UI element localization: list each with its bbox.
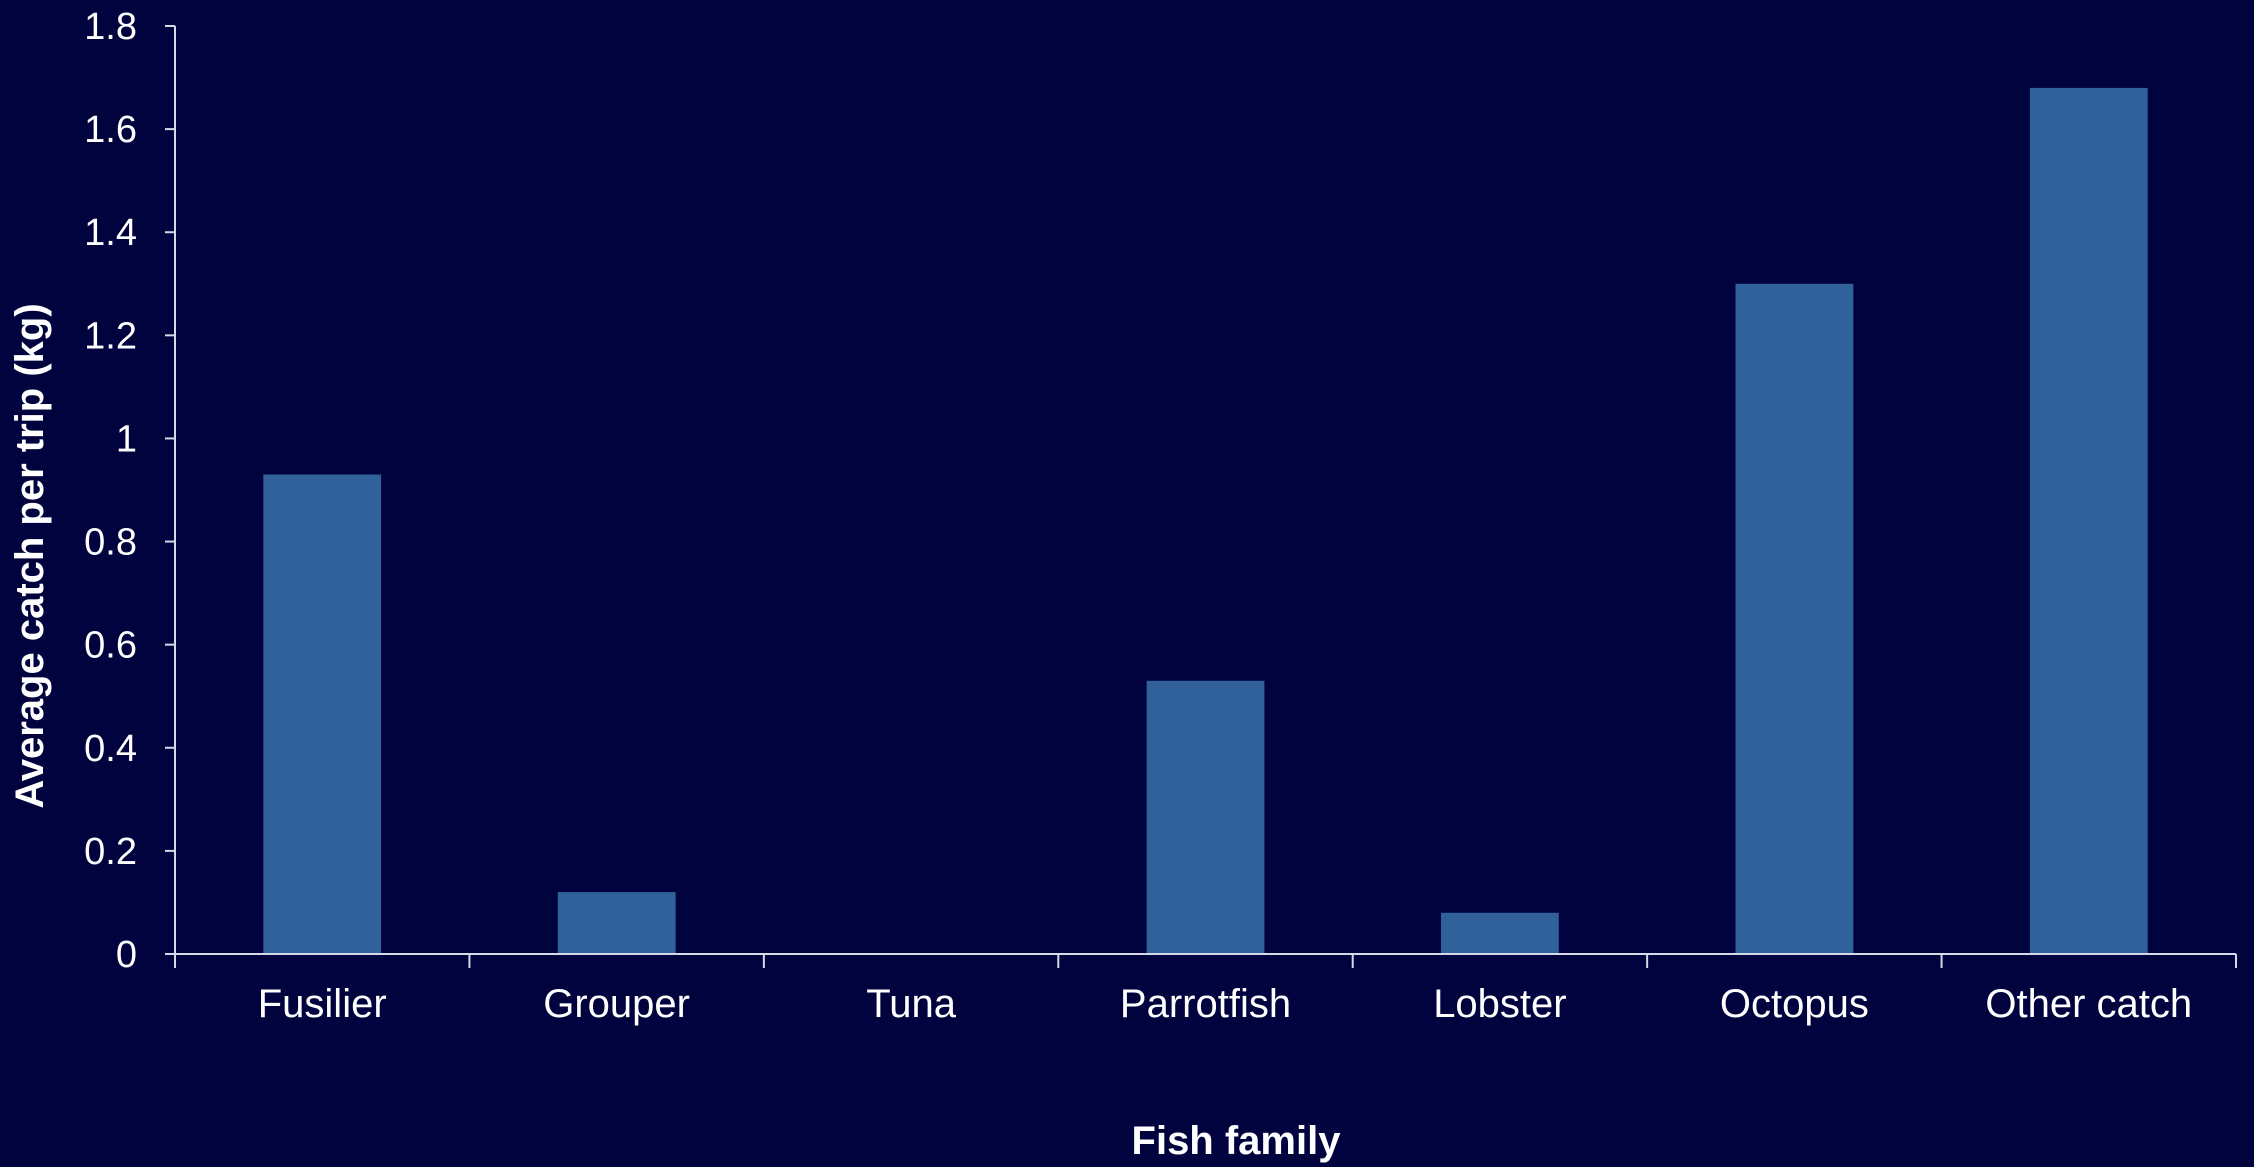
x-tick-label: Octopus	[1720, 982, 1869, 1026]
x-tick-label: Fusilier	[258, 982, 387, 1026]
y-tick-label: 1.4	[84, 212, 137, 254]
y-tick-label: 1.2	[84, 315, 137, 357]
x-tick-label: Tuna	[866, 982, 956, 1026]
y-tick-label: 0.8	[84, 522, 137, 564]
x-tick-label: Lobster	[1433, 982, 1566, 1026]
axes-group	[174, 26, 2237, 968]
x-axis-tick-labels: Fusilier Grouper Tuna Parrotfish Lobster Octo…	[258, 982, 2192, 1026]
bar-parrotfish	[1146, 680, 1265, 954]
y-tick-label: 0.6	[84, 625, 137, 667]
x-axis-title: Fish family	[1132, 1119, 1342, 1163]
y-tick-label: 1	[116, 418, 137, 460]
bar-lobster	[1441, 912, 1559, 954]
bar-grouper	[557, 892, 676, 954]
y-tick-label: 0.2	[84, 831, 137, 873]
bar-octopus	[1735, 283, 1854, 954]
x-tick-label: Parrotfish	[1120, 982, 1291, 1026]
x-tick-label: Other catch	[1985, 982, 2192, 1026]
y-tick-label: 0.4	[84, 728, 137, 770]
y-tick-label: 1.8	[84, 6, 137, 48]
bar-other-catch	[2029, 87, 2148, 954]
y-tick-label: 1.6	[84, 109, 137, 151]
y-axis-title: Average catch per trip (kg)	[8, 303, 52, 808]
bars-group	[263, 87, 2148, 954]
bar-fusilier	[263, 474, 382, 954]
x-tick-label: Grouper	[543, 982, 690, 1026]
y-axis-ticks: 0 0.2 0.4 0.6 0.8 1 1.2 1.4 1.6 1.8	[84, 6, 175, 976]
y-tick-label: 0	[116, 934, 137, 976]
